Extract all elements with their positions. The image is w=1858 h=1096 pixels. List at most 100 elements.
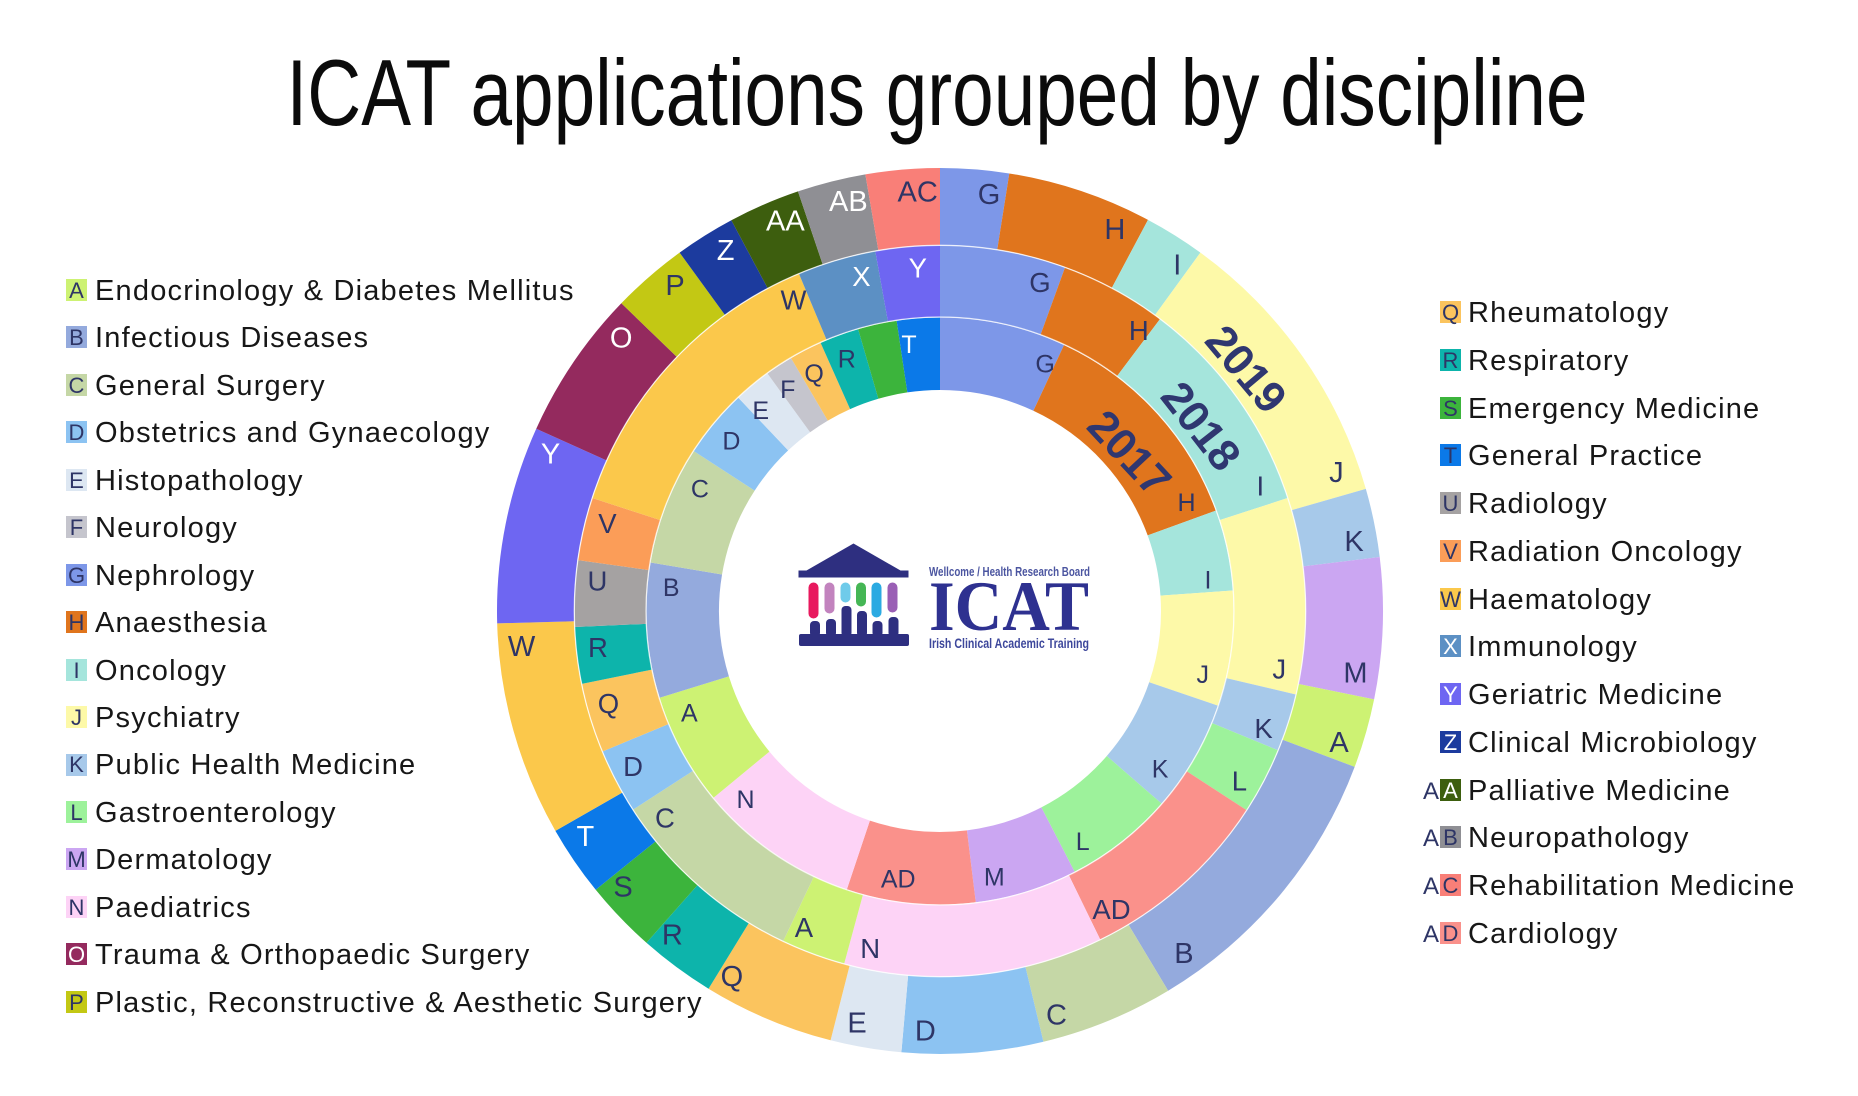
svg-text:Irish Clinical Academic Traini: Irish Clinical Academic Training xyxy=(929,636,1089,651)
svg-text:C: C xyxy=(1046,1000,1067,1032)
svg-text:B: B xyxy=(69,325,84,350)
svg-text:L: L xyxy=(1076,828,1090,856)
svg-text:R: R xyxy=(588,632,608,663)
svg-text:W: W xyxy=(508,631,536,663)
svg-text:C: C xyxy=(1443,873,1459,898)
svg-text:Paediatrics: Paediatrics xyxy=(95,892,252,924)
svg-text:K: K xyxy=(1344,526,1364,558)
svg-text:Neurology: Neurology xyxy=(95,512,238,544)
svg-text:Psychiatry: Psychiatry xyxy=(95,702,241,734)
svg-text:Q: Q xyxy=(721,961,744,993)
svg-text:O: O xyxy=(68,942,85,967)
svg-text:U: U xyxy=(1443,491,1459,516)
svg-text:A: A xyxy=(69,278,84,303)
svg-text:V: V xyxy=(1443,539,1458,564)
svg-text:ICAT: ICAT xyxy=(929,568,1089,646)
svg-text:Y: Y xyxy=(1443,682,1458,707)
svg-text:D: D xyxy=(1443,921,1459,946)
svg-text:N: N xyxy=(736,786,754,814)
svg-text:A: A xyxy=(1443,778,1458,803)
svg-text:I: I xyxy=(73,658,79,683)
svg-text:V: V xyxy=(598,508,617,539)
svg-text:A: A xyxy=(1423,825,1439,852)
svg-text:AC: AC xyxy=(898,177,938,209)
svg-text:R: R xyxy=(838,346,856,374)
svg-text:Infectious Diseases: Infectious Diseases xyxy=(95,322,369,354)
svg-text:G: G xyxy=(1035,350,1054,378)
svg-text:E: E xyxy=(847,1008,866,1040)
svg-text:I: I xyxy=(1173,250,1181,282)
svg-text:D: D xyxy=(722,428,740,456)
svg-text:AA: AA xyxy=(766,206,805,238)
svg-text:R: R xyxy=(1443,348,1459,373)
svg-text:Geriatric Medicine: Geriatric Medicine xyxy=(1468,679,1723,711)
svg-text:S: S xyxy=(613,872,632,904)
svg-text:N: N xyxy=(69,895,85,920)
svg-text:Rehabilitation Medicine: Rehabilitation Medicine xyxy=(1468,870,1795,902)
svg-text:AD: AD xyxy=(881,866,916,894)
svg-text:Nephrology: Nephrology xyxy=(95,560,255,592)
svg-text:Palliative Medicine: Palliative Medicine xyxy=(1468,775,1731,807)
svg-text:Y: Y xyxy=(541,439,560,471)
svg-text:Immunology: Immunology xyxy=(1468,631,1638,663)
svg-text:Gastroenterology: Gastroenterology xyxy=(95,797,337,829)
svg-text:H: H xyxy=(1129,315,1149,346)
svg-text:J: J xyxy=(1272,653,1286,684)
svg-text:H: H xyxy=(1177,489,1195,517)
svg-text:P: P xyxy=(665,270,684,302)
svg-text:B: B xyxy=(663,574,680,602)
svg-text:M: M xyxy=(1343,657,1367,689)
svg-text:AB: AB xyxy=(829,186,868,218)
svg-text:Dermatology: Dermatology xyxy=(95,844,273,876)
svg-text:T: T xyxy=(577,821,595,853)
svg-text:J: J xyxy=(1197,661,1210,689)
svg-text:R: R xyxy=(662,920,683,952)
svg-text:D: D xyxy=(623,751,643,782)
svg-text:A: A xyxy=(795,912,814,943)
svg-text:I: I xyxy=(1205,567,1212,595)
svg-text:F: F xyxy=(70,515,83,540)
svg-text:A: A xyxy=(1329,727,1349,759)
svg-text:T: T xyxy=(901,331,916,359)
svg-text:Z: Z xyxy=(717,235,735,267)
svg-text:Plastic, Reconstructive & Aest: Plastic, Reconstructive & Aesthetic Surg… xyxy=(95,987,703,1019)
svg-text:A: A xyxy=(1423,778,1439,805)
svg-text:Anaesthesia: Anaesthesia xyxy=(95,607,268,639)
svg-text:Haematology: Haematology xyxy=(1468,584,1652,616)
svg-text:I: I xyxy=(1256,471,1264,502)
svg-text:F: F xyxy=(780,376,795,404)
svg-text:Endocrinology & Diabetes Melli: Endocrinology & Diabetes Mellitus xyxy=(95,275,575,307)
svg-text:Q: Q xyxy=(1442,300,1459,325)
svg-text:Y: Y xyxy=(909,253,927,284)
svg-text:K: K xyxy=(1152,755,1169,783)
svg-text:W: W xyxy=(781,285,807,316)
svg-text:Obstetrics and Gynaecology: Obstetrics and Gynaecology xyxy=(95,417,491,449)
svg-text:K: K xyxy=(1254,713,1273,744)
svg-text:D: D xyxy=(69,420,85,445)
svg-text:J: J xyxy=(1329,457,1344,489)
svg-text:Public Health Medicine: Public Health Medicine xyxy=(95,749,416,781)
svg-text:O: O xyxy=(610,323,633,355)
svg-text:B: B xyxy=(1443,825,1458,850)
svg-text:General Practice: General Practice xyxy=(1468,440,1703,472)
svg-text:B: B xyxy=(1174,938,1193,970)
svg-text:P: P xyxy=(69,990,84,1015)
svg-text:General Surgery: General Surgery xyxy=(95,370,326,402)
svg-text:A: A xyxy=(1423,921,1439,948)
svg-text:G: G xyxy=(978,179,1001,211)
svg-text:C: C xyxy=(655,803,675,834)
svg-text:Radiology: Radiology xyxy=(1468,488,1608,520)
svg-text:Clinical Microbiology: Clinical Microbiology xyxy=(1468,727,1758,759)
svg-text:S: S xyxy=(1443,396,1458,421)
svg-text:Oncology: Oncology xyxy=(95,655,227,687)
svg-text:A: A xyxy=(681,699,698,727)
svg-text:U: U xyxy=(587,565,607,596)
svg-text:M: M xyxy=(67,847,85,872)
svg-text:Emergency Medicine: Emergency Medicine xyxy=(1468,393,1760,425)
svg-text:N: N xyxy=(860,933,880,964)
svg-text:Neuropathology: Neuropathology xyxy=(1468,822,1690,854)
svg-text:Trauma & Orthopaedic Surgery: Trauma & Orthopaedic Surgery xyxy=(95,939,530,971)
svg-text:AD: AD xyxy=(1092,894,1130,925)
svg-text:K: K xyxy=(69,752,84,777)
svg-text:L: L xyxy=(1232,765,1247,796)
